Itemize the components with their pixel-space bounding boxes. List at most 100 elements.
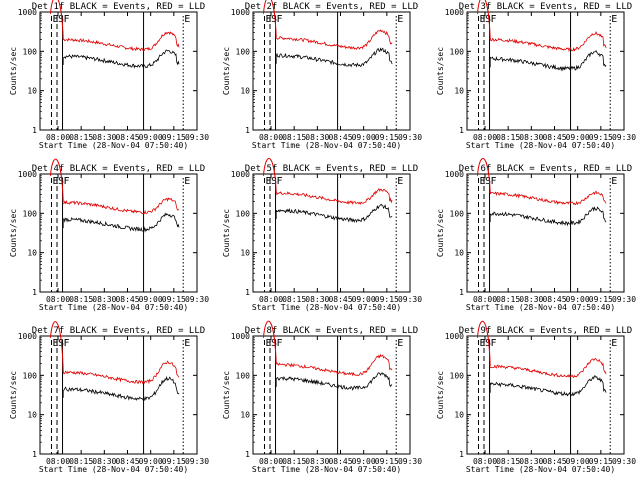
x-tick-label: 09:00 [566,133,590,142]
y-tick-label: 100 [450,371,465,380]
panel-title: Det 8f BLACK = Events, RED = LLD [245,326,418,336]
marker-label: F [491,14,497,25]
lld-series-line [276,29,393,51]
lld-spike [49,158,64,203]
y-tick-label: 1 [459,450,464,459]
x-tick-label: 09:15 [162,457,186,466]
x-tick-label: 08:30 [92,295,116,304]
marker-label: E [397,338,403,349]
marker-label: E [479,176,485,187]
y-axis-label: Counts/sec [436,209,445,257]
y-axis-label: Counts/sec [222,47,231,95]
x-tick-label: 09:15 [589,133,613,142]
marker-label: E [397,14,403,25]
lld-series-line [489,190,607,206]
lld-series-line [276,353,393,377]
x-tick-label: 09:00 [139,457,163,466]
lld-series-line [489,31,607,53]
y-tick-label: 10 [240,87,250,96]
y-tick-label: 1 [32,288,37,297]
x-tick-label: 09:30 [398,457,422,466]
lld-spike [262,0,277,38]
y-tick-label: 10 [27,411,37,420]
lld-series-line [63,31,180,52]
panel-1: Det 1f BLACK = Events, RED = LLD 1 10 100 10… [9,0,209,150]
lld-spike [476,157,491,194]
panel-7: Det 7f BLACK = Events, RED = LLD 1 10 100 10… [9,321,209,474]
panel-title: Det 7f BLACK = Events, RED = LLD [32,326,205,336]
plot-frame [252,335,411,455]
marker-label: S [58,14,64,25]
y-tick-label: 1000 [445,170,464,179]
marker-label: E [479,14,485,25]
x-tick-label: 08:45 [542,295,566,304]
plot-frame [39,335,198,455]
lld-spike [49,321,64,373]
marker-label: E [265,176,271,187]
x-tick-label: 09:30 [612,295,636,304]
y-tick-label: 100 [23,209,38,218]
marker-label: F [64,176,70,187]
x-tick-label: 09:15 [162,133,186,142]
x-tick-label: 08:30 [92,457,116,466]
marker-label: E [265,14,271,25]
x-tick-label: 08:15 [69,457,93,466]
x-tick-label: 08:00 [259,457,283,466]
panel-title: Det 4f BLACK = Events, RED = LLD [32,164,205,174]
marker-label: E [184,176,190,187]
y-tick-label: 10 [240,411,250,420]
marker-label: S [271,338,277,349]
x-tick-label: 08:00 [473,133,497,142]
y-tick-label: 10 [27,249,37,258]
x-tick-label: 08:30 [519,457,543,466]
lld-spike [262,320,277,365]
x-tick-label: 09:15 [589,457,613,466]
panel-2: Det 2f BLACK = Events, RED = LLD 1 10 100 10… [222,0,422,150]
marker-label: E [265,338,271,349]
x-tick-label: 08:15 [282,133,306,142]
panel-9: Det 9f BLACK = Events, RED = LLD 1 10 100 10… [436,320,636,474]
x-tick-label: 08:45 [328,457,352,466]
y-axis-label: Counts/sec [222,371,231,419]
lld-series-line [275,187,393,205]
y-tick-label: 100 [236,371,251,380]
panel-6: Det 6f BLACK = Events, RED = LLD 1 10 100 10… [436,157,636,312]
panel-title: Det 9f BLACK = Events, RED = LLD [459,326,632,336]
y-tick-label: 1000 [445,332,464,341]
plot-frame [252,11,411,131]
y-tick-label: 1 [245,126,250,135]
lld-series-line [62,360,180,385]
y-tick-label: 10 [27,87,37,96]
y-tick-label: 100 [450,47,465,56]
x-tick-label: 08:45 [115,295,139,304]
y-tick-label: 100 [23,371,38,380]
x-axis-label: Start Time (28-Nov-04 07:50:40) [252,465,401,474]
y-tick-label: 100 [236,209,251,218]
plot-frame [466,11,625,131]
x-axis-label: Start Time (28-Nov-04 07:50:40) [252,141,401,150]
marker-label: F [277,338,283,349]
marker-label: F [491,176,497,187]
plot-frame [39,11,198,131]
y-axis-label: Counts/sec [9,371,18,419]
plot-frame [39,173,198,293]
lld-spike [476,0,491,40]
x-tick-label: 09:00 [139,133,163,142]
marker-label: F [277,176,283,187]
x-tick-label: 09:00 [566,295,590,304]
x-tick-label: 09:00 [139,295,163,304]
x-tick-label: 08:15 [69,133,93,142]
x-tick-label: 08:00 [46,295,70,304]
events-series-line [489,375,607,397]
x-tick-label: 08:15 [496,457,520,466]
x-tick-label: 09:00 [352,457,376,466]
x-axis-label: Start Time (28-Nov-04 07:50:40) [466,141,615,150]
x-tick-label: 08:00 [46,457,70,466]
plot-frame [466,173,625,293]
x-tick-label: 09:15 [589,295,613,304]
x-tick-label: 08:00 [259,295,283,304]
y-tick-label: 1000 [231,332,250,341]
x-axis-label: Start Time (28-Nov-04 07:50:40) [252,303,401,312]
marker-label: E [52,338,58,349]
